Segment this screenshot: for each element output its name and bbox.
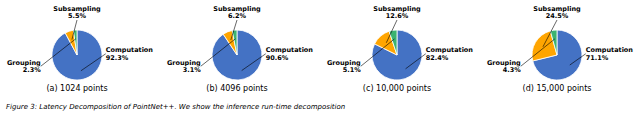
leader-line: [570, 54, 586, 65]
data-label: Grouping2.3%: [7, 59, 41, 75]
leader-line: [201, 39, 236, 66]
slices: [532, 30, 582, 80]
data-label: Subsampling5.5%: [53, 5, 101, 21]
label-value: 24.5%: [546, 12, 569, 20]
pie-chart: Computation92.3% Subsampling5.5% Grouping2…: [7, 5, 153, 93]
slice: [73, 30, 77, 55]
slice: [372, 30, 422, 80]
figure-caption: Figure 3: Latency Decomposition of Point…: [6, 103, 345, 111]
data-label: Grouping5.1%: [327, 59, 361, 75]
data-label: Subsampling24.5%: [533, 5, 581, 21]
leader-line: [231, 20, 237, 40]
leader-line: [386, 20, 397, 43]
data-labels: Computation82.4% Subsampling12.6% Grouping…: [327, 5, 473, 74]
data-label: Computation90.6%: [266, 46, 314, 62]
label-value: 71.1%: [586, 54, 609, 62]
slice: [532, 31, 557, 61]
slices: [212, 30, 262, 80]
leader-line: [361, 39, 395, 66]
leader-line: [406, 54, 426, 69]
slice: [52, 30, 102, 80]
label-value: 2.3%: [23, 66, 42, 74]
pie-chart: Computation82.4% Subsampling12.6% Grouping…: [327, 5, 473, 93]
data-label: Subsampling6.2%: [213, 5, 261, 21]
data-label: Computation82.4%: [426, 46, 474, 62]
data-labels: Computation92.3% Subsampling5.5% Grouping2…: [7, 5, 153, 74]
slices: [52, 30, 102, 80]
data-label: Grouping3.1%: [167, 59, 201, 75]
chart-title: (b) 4096 points: [206, 84, 267, 93]
leader-line: [81, 54, 106, 71]
label-value: 90.6%: [266, 54, 289, 62]
label-value: 12.6%: [386, 12, 409, 20]
data-label: Computation71.1%: [586, 46, 634, 62]
leader-line: [242, 54, 266, 71]
label-value: 6.2%: [228, 12, 247, 20]
data-label: Computation92.3%: [106, 46, 154, 62]
chart-title: (c) 10,000 points: [363, 84, 431, 93]
slice: [533, 30, 582, 80]
data-label: Subsampling12.6%: [373, 5, 421, 21]
data-labels: Computation90.6% Subsampling6.2% Grouping3…: [167, 5, 313, 74]
data-label: Grouping4.3%: [487, 59, 521, 75]
label-value: 5.1%: [343, 66, 362, 74]
slices: [372, 30, 422, 80]
leader-line: [521, 39, 555, 66]
label-value: 82.4%: [426, 54, 449, 62]
chart-title: (d) 15,000 points: [523, 84, 592, 93]
slice: [550, 30, 557, 55]
label-value: 3.1%: [183, 66, 202, 74]
pie-chart: Computation90.6% Subsampling6.2% Grouping3…: [167, 5, 313, 93]
leader-line: [72, 20, 77, 40]
label-value: 92.3%: [106, 54, 129, 62]
chart-title: (a) 1024 points: [46, 84, 107, 93]
label-value: 4.3%: [503, 66, 522, 74]
leader-line: [41, 39, 76, 66]
slice: [212, 30, 262, 80]
figure: Computation92.3% Subsampling5.5% Grouping2…: [0, 0, 640, 115]
label-value: 5.5%: [68, 12, 87, 20]
pie-chart: Computation71.1% Subsampling24.5% Grouping…: [487, 5, 633, 93]
data-labels: Computation71.1% Subsampling24.5% Grouping…: [487, 5, 633, 74]
